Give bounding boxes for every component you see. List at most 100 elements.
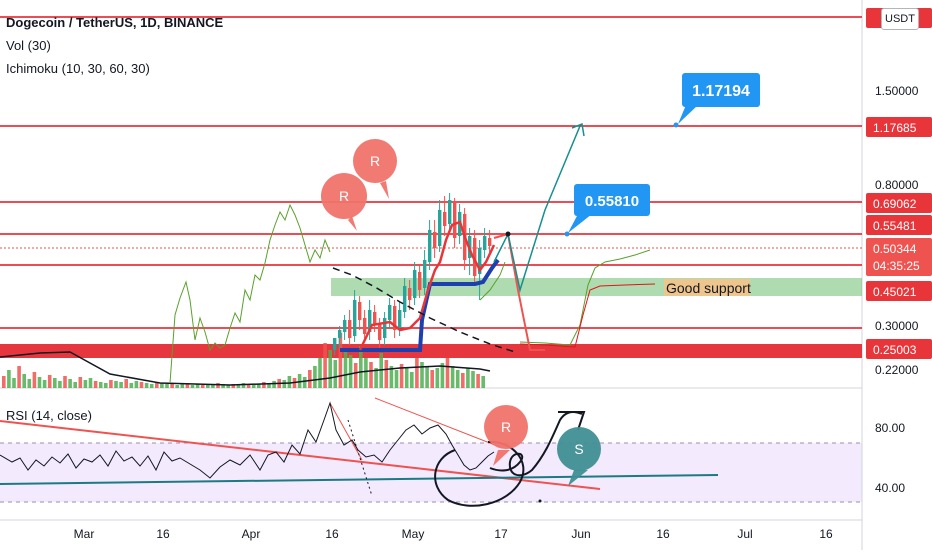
price-tag-label-5: 0.25003	[873, 343, 917, 357]
symbol-title[interactable]: Dogecoin / TetherUS, 1D, BINANCE	[6, 15, 224, 30]
currency-button[interactable]: USDT	[881, 8, 919, 30]
volume-bar	[404, 368, 409, 388]
callout-label-top[interactable]: 1.17194	[692, 83, 750, 100]
volume-bar	[221, 384, 225, 388]
volume-bar	[12, 378, 16, 388]
volume-bar	[466, 368, 470, 388]
rsi-band	[0, 443, 862, 502]
volume-bar	[58, 381, 62, 388]
candle-body	[488, 238, 492, 246]
volume-bar	[165, 384, 169, 388]
candle-body	[473, 238, 477, 276]
current-price-label: 0.50344	[873, 242, 917, 256]
rsi-resistance-marker: R	[501, 419, 511, 435]
volume-bar	[160, 383, 164, 388]
volume-bar	[98, 382, 103, 388]
volume-bar	[124, 379, 128, 388]
volume-bar	[343, 348, 348, 388]
candle-body	[358, 302, 362, 320]
time-tick-apr: Apr	[242, 527, 261, 541]
volume-bar	[461, 373, 465, 388]
candle-body	[408, 288, 412, 300]
volume-bar	[425, 366, 429, 388]
hand-drawn-dot	[538, 499, 542, 503]
volume-bar	[134, 381, 139, 388]
price-tag-0-69062	[866, 193, 932, 213]
candle-body	[378, 324, 382, 340]
volume-bar	[37, 377, 42, 388]
time-tick-16-jun: 16	[656, 527, 670, 541]
candle-body	[483, 236, 487, 250]
callout-label-mid[interactable]: 0.55810	[585, 193, 639, 210]
ichimoku-cloud-lower	[519, 283, 656, 348]
volume-bar	[190, 385, 195, 388]
volume-indicator-label[interactable]: Vol (30)	[6, 38, 51, 53]
volume-bar	[104, 383, 108, 388]
hand-drawn-arrow	[489, 411, 583, 477]
rsi-tick-40: 40.00	[875, 481, 905, 495]
rsi-support-line	[0, 474, 719, 485]
candle-body	[363, 318, 367, 334]
volume-bar	[410, 372, 414, 388]
dashed-trendline	[332, 267, 516, 353]
volume-bar	[78, 377, 83, 388]
ichimoku-conversion-line	[358, 220, 496, 351]
candle-body	[413, 270, 417, 298]
callout-anchor-top	[673, 122, 679, 128]
ichimoku-span	[479, 261, 506, 301]
volume-bar	[353, 363, 358, 388]
price-tag-1-17685	[866, 117, 932, 137]
volume-bar	[471, 371, 475, 388]
volume-bar	[109, 380, 113, 388]
volume-bar	[236, 385, 241, 388]
candle-body	[438, 210, 442, 246]
candle-body	[403, 286, 407, 312]
volume-bar	[200, 385, 205, 388]
callout-anchor-mid	[564, 231, 570, 237]
projection-pivot	[505, 231, 511, 237]
volume-bar	[338, 333, 343, 388]
volume-bars	[2, 333, 485, 388]
ichimoku-indicator-label[interactable]: Ichimoku (10, 30, 60, 30)	[6, 61, 150, 76]
volume-bar	[7, 370, 11, 388]
volume-ma-line	[0, 351, 491, 386]
candle-body	[433, 232, 437, 248]
volume-bar	[53, 378, 57, 388]
rsi-support-marker: S	[574, 441, 583, 457]
volume-bar	[384, 360, 389, 388]
candle-body	[373, 312, 377, 325]
volume-bar	[445, 358, 450, 388]
volume-bar	[282, 380, 287, 388]
rsi-support-tail	[568, 470, 588, 486]
resistance-bubble-1	[321, 173, 367, 219]
volume-bar	[114, 381, 118, 388]
volume-bar	[144, 383, 149, 388]
volume-bar	[185, 383, 190, 388]
volume-bar	[88, 378, 93, 388]
time-tick-mar: Mar	[74, 527, 95, 541]
bottom-resistance-zone	[0, 344, 862, 358]
volume-bar	[63, 376, 67, 388]
volume-bar	[455, 370, 460, 388]
resistance-bubble-tail-1	[348, 216, 357, 231]
volume-bar	[27, 379, 32, 388]
resistance-bubble-tail-2	[380, 181, 389, 199]
time-tick-16-apr: 16	[325, 527, 339, 541]
price-pane	[0, 0, 862, 388]
rsi-indicator-label[interactable]: RSI (14, close)	[6, 408, 92, 423]
candle-body	[388, 305, 392, 320]
volume-bar	[267, 383, 271, 388]
time-tick-16-mar: 16	[156, 527, 170, 541]
volume-bar	[374, 368, 378, 388]
price-tag-0-25003	[866, 339, 932, 359]
ichimoku-base-line	[340, 258, 500, 352]
volume-bar	[170, 383, 174, 388]
volume-bar	[313, 366, 317, 388]
volume-bar	[328, 350, 332, 388]
rsi-resistance-bubble	[484, 405, 528, 449]
countdown-label: 04:35:25	[873, 259, 920, 273]
price-tag-label-2: 0.69062	[873, 197, 917, 211]
volume-bar	[246, 384, 251, 388]
